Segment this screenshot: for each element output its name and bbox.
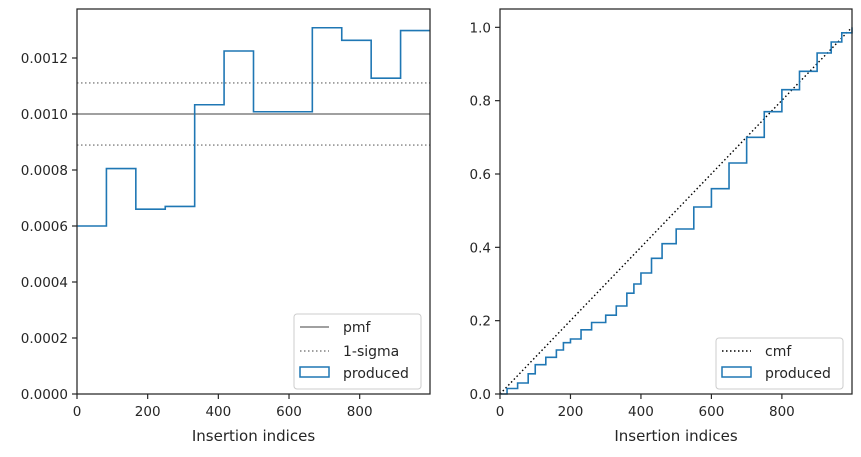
legend-pmf-label: pmf [343,320,372,336]
pmf-histogram-panel: 0 200 400 600 800 0.0000 0.0002 0.0004 0.0006 0.0… [21,8,431,445]
left-legend: pmf 1-sigma produced [293,313,422,390]
x-tick-label: 200 [135,404,161,420]
x-tick-label: 200 [558,404,584,420]
y-tick-label: 0.0010 [21,107,68,123]
y-tick-label: 1.0 [470,20,491,36]
y-tick-label: 0.0004 [21,275,68,291]
right-axes-frame [499,8,853,395]
cmf-series [499,26,853,395]
left-axes-frame [76,8,431,395]
right-legend: cmf produced [715,337,844,390]
x-tick-label: 400 [628,404,654,420]
legend-cmf-label: cmf [765,344,792,360]
y-tick-label: 0.6 [470,167,491,183]
legend-produced-swatch [721,366,752,378]
y-tick-label: 0.0006 [21,219,68,235]
x-tick-label: 600 [699,404,725,420]
right-x-axis-label: Insertion indices [614,427,737,445]
produced-series [77,26,430,227]
y-tick-label: 0.0008 [21,163,68,179]
y-tick-label: 0.0002 [21,331,68,347]
left-x-axis-label: Insertion indices [192,427,315,445]
x-tick-label: 0 [496,404,505,420]
y-tick-label: 0.2 [470,314,491,330]
y-tick-label: 0.0000 [21,387,68,403]
produced-series [500,27,853,395]
y-tick-label: 0.0012 [21,51,68,67]
x-tick-label: 800 [347,404,373,420]
left-legend-box [293,313,422,390]
x-tick-label: 600 [276,404,302,420]
y-tick-label: 0.4 [470,240,491,256]
x-tick-label: 800 [769,404,795,420]
y-tick-label: 0.8 [470,94,491,110]
legend-produced-swatch [299,366,330,378]
x-tick-label: 400 [205,404,231,420]
y-tick-label: 0.0 [470,387,491,403]
x-tick-label: 0 [73,404,82,420]
legend-produced-label: produced [343,366,409,382]
cmf-panel: 0 200 400 600 800 0.0 0.2 0.4 0.6 0.8 1.0 Insertio… [470,8,853,445]
legend-produced-label: produced [765,366,831,382]
legend-1-sigma-label: 1-sigma [343,344,399,360]
